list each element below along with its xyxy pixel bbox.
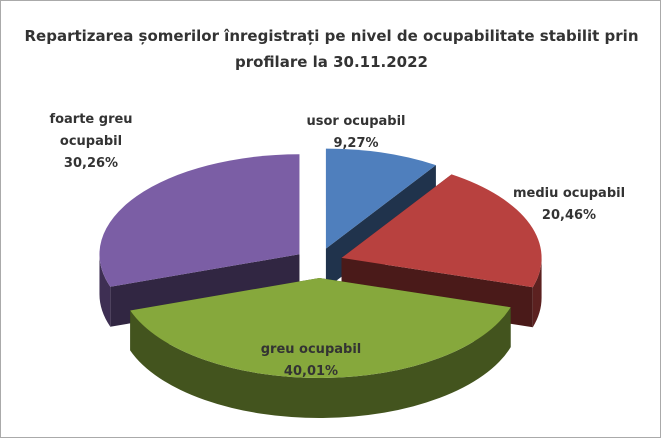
- category-label: foarte greu ocupabil: [49, 112, 133, 149]
- slice: [341, 174, 542, 288]
- slice-label: usor ocupabil 9,27%: [281, 111, 431, 155]
- value-label: 9,27%: [333, 136, 379, 151]
- value-label: 40,01%: [283, 364, 339, 379]
- value-label: 30,26%: [63, 156, 119, 171]
- slice-label: greu ocupabil 40,01%: [236, 339, 386, 383]
- chart-title: Repartizarea șomerilor înregistrați pe n…: [24, 27, 639, 71]
- category-label: mediu ocupabil: [512, 186, 626, 201]
- slice-label: mediu ocupabil 20,46%: [494, 183, 644, 227]
- value-label: 20,46%: [541, 208, 597, 223]
- slice-side: [130, 307, 511, 418]
- slice-label: foarte greu ocupabil 30,26%: [36, 109, 146, 175]
- slice-side: [532, 257, 542, 328]
- slice: [99, 154, 300, 287]
- slice: [130, 277, 511, 378]
- category-label: usor ocupabil: [306, 114, 406, 129]
- slice-side: [99, 254, 111, 327]
- slice: [325, 148, 436, 249]
- category-label: greu ocupabil: [260, 342, 362, 357]
